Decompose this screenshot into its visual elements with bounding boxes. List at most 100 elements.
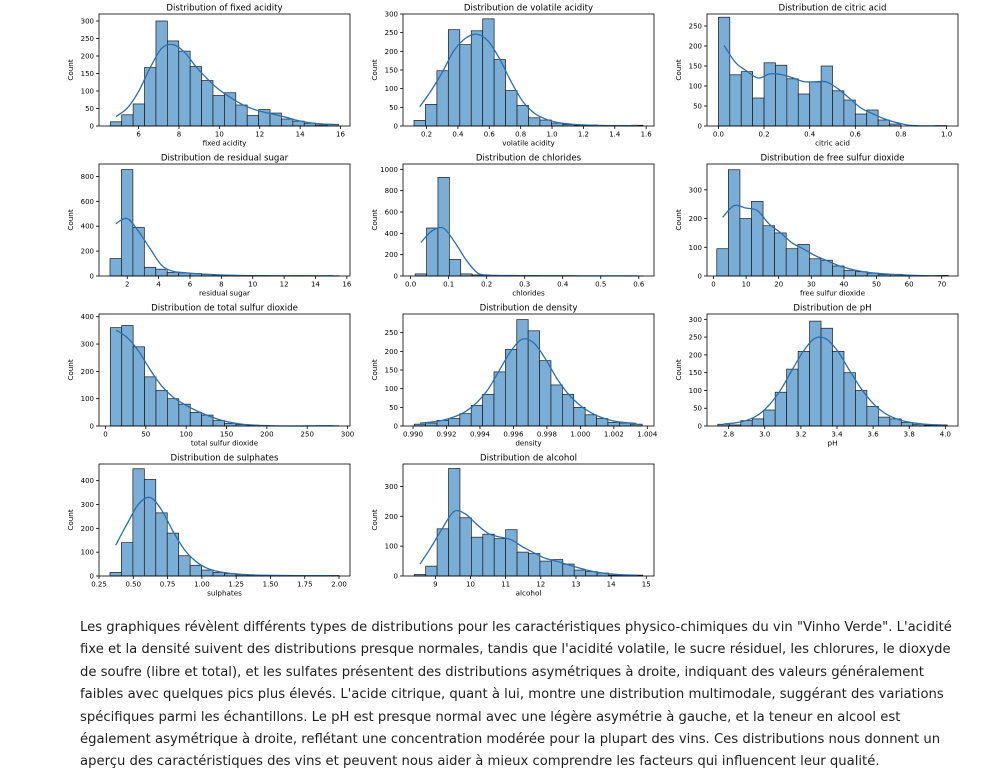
histogram-bar bbox=[505, 349, 518, 427]
chart-ph: Distribution de pH 2.8 3.0 3.2 3.4 3.6 3.8 4.0 0… bbox=[668, 302, 968, 452]
y-tick-label: 0 bbox=[394, 123, 398, 131]
chart-title: Distribution de alcohol bbox=[480, 454, 577, 464]
x-tick-label: 14 bbox=[311, 281, 320, 289]
histogram-bar bbox=[843, 372, 856, 427]
histogram-bar bbox=[132, 468, 145, 577]
histogram-bar bbox=[459, 44, 472, 127]
histogram-bar bbox=[459, 517, 472, 577]
x-axis-label: free sulfur dioxide bbox=[800, 289, 866, 298]
x-tick-label: 30 bbox=[807, 281, 816, 289]
histogram-svg: Distribution de total sulfur dioxide 0 50 1… bbox=[66, 304, 354, 448]
x-tick-label: 1.6 bbox=[641, 131, 653, 139]
x-tick-label: 0.5 bbox=[595, 281, 606, 289]
x-tick-label: 0.8 bbox=[515, 131, 526, 139]
histogram-bar bbox=[516, 319, 529, 427]
histogram-svg: Distribution de free sulfur dioxide 0 10 20… bbox=[674, 154, 959, 298]
histogram-bar bbox=[143, 479, 157, 577]
chart-title: Distribution de pH bbox=[793, 304, 871, 314]
y-tick-label: 600 bbox=[385, 209, 398, 217]
histogram-bar bbox=[751, 200, 764, 277]
histogram-bar bbox=[740, 71, 753, 127]
plot-frame bbox=[98, 13, 351, 127]
chart-citric-acid: Distribution de citric acid 0.0 0.2 0.4 0.6 0… bbox=[668, 2, 968, 152]
histogram-bar bbox=[448, 259, 462, 277]
histogram-bar bbox=[562, 393, 575, 427]
histogram-bar bbox=[121, 325, 134, 427]
x-tick-label: 10 bbox=[215, 131, 224, 139]
y-tick-label: 200 bbox=[81, 525, 94, 533]
x-tick-label: 1.2 bbox=[578, 131, 589, 139]
histogram-bar bbox=[425, 422, 438, 427]
histogram-bar bbox=[716, 248, 729, 277]
x-tick-label: 9 bbox=[433, 581, 437, 589]
x-tick-label: 3.2 bbox=[795, 431, 806, 439]
x-tick-label: 0.8 bbox=[895, 131, 906, 139]
histogram-bar bbox=[493, 538, 506, 577]
histogram-bar bbox=[854, 113, 868, 127]
x-tick-label: 13 bbox=[571, 581, 580, 589]
histogram-bar bbox=[607, 421, 620, 427]
x-tick-label: 1.0 bbox=[941, 131, 952, 139]
x-tick-label: 10 bbox=[248, 281, 257, 289]
x-tick-label: 0.1 bbox=[443, 281, 454, 289]
y-tick-label: 200 bbox=[385, 348, 398, 356]
y-tick-label: 0 bbox=[698, 423, 702, 431]
histogram-bar bbox=[155, 390, 168, 427]
histogram-bar bbox=[482, 393, 495, 427]
histogram-bar bbox=[763, 409, 776, 427]
x-tick-label: 2.00 bbox=[331, 581, 347, 589]
x-axis-label: residual sugar bbox=[199, 289, 250, 298]
y-tick-label: 400 bbox=[385, 230, 398, 238]
histogram-svg: Distribution de pH 2.8 3.0 3.2 3.4 3.6 3.8 4.0 0… bbox=[674, 304, 959, 448]
x-tick-label: 1.4 bbox=[609, 131, 621, 139]
histogram-bar bbox=[109, 258, 122, 277]
y-tick-label: 100 bbox=[385, 385, 398, 393]
histogram-bar bbox=[235, 104, 248, 127]
y-tick-label: 150 bbox=[385, 67, 398, 75]
histogram-bar bbox=[470, 30, 484, 127]
x-tick-label: 12 bbox=[536, 581, 545, 589]
histogram-bar bbox=[447, 29, 461, 127]
x-tick-label: 70 bbox=[937, 281, 946, 289]
x-tick-label: 12 bbox=[280, 281, 289, 289]
histogram-bar bbox=[843, 269, 856, 277]
histogram-bar bbox=[832, 90, 845, 127]
chart-total-sulfur-dioxide: Distribution de total sulfur dioxide 0 50 1… bbox=[60, 302, 360, 452]
y-tick-label: 600 bbox=[81, 198, 94, 206]
histogram-bar bbox=[413, 120, 426, 127]
histogram-bar bbox=[843, 99, 856, 127]
plot-frame bbox=[706, 313, 959, 427]
histogram-bar bbox=[166, 271, 180, 277]
x-tick-label: 14 bbox=[607, 581, 616, 589]
x-tick-label: 250 bbox=[301, 431, 314, 439]
histogram-bar bbox=[774, 232, 787, 277]
histogram-bar bbox=[739, 218, 752, 277]
chart-title: Distribution of fixed acidity bbox=[166, 4, 282, 14]
histogram-bar bbox=[855, 390, 868, 427]
histogram-bar bbox=[584, 414, 597, 427]
histogram-bar bbox=[774, 391, 787, 427]
histogram-bar bbox=[167, 398, 180, 427]
y-tick-label: 200 bbox=[81, 53, 94, 61]
y-tick-label: 250 bbox=[689, 334, 702, 342]
x-tick-label: 100 bbox=[179, 431, 192, 439]
x-tick-label: 0.994 bbox=[470, 431, 491, 439]
histogram-bar bbox=[877, 119, 890, 127]
x-tick-label: 1.00 bbox=[194, 581, 210, 589]
x-tick-label: 0.998 bbox=[537, 431, 557, 439]
x-axis-label: total sulfur dioxide bbox=[191, 439, 259, 448]
y-tick-label: 800 bbox=[81, 173, 94, 181]
histogram-bar bbox=[178, 555, 191, 577]
histogram-bar bbox=[573, 569, 586, 577]
histogram-bar bbox=[718, 16, 731, 127]
histogram-bar bbox=[425, 565, 438, 577]
x-tick-label: 3.8 bbox=[904, 431, 915, 439]
x-tick-label: 0.6 bbox=[484, 131, 496, 139]
x-tick-label: 8 bbox=[219, 281, 223, 289]
histogram-bar bbox=[528, 117, 541, 127]
y-axis-label: Count bbox=[66, 209, 75, 231]
x-tick-label: 1.50 bbox=[263, 581, 279, 589]
y-tick-label: 250 bbox=[385, 29, 398, 37]
x-tick-label: 16 bbox=[342, 281, 351, 289]
histogram-bar bbox=[448, 468, 461, 577]
